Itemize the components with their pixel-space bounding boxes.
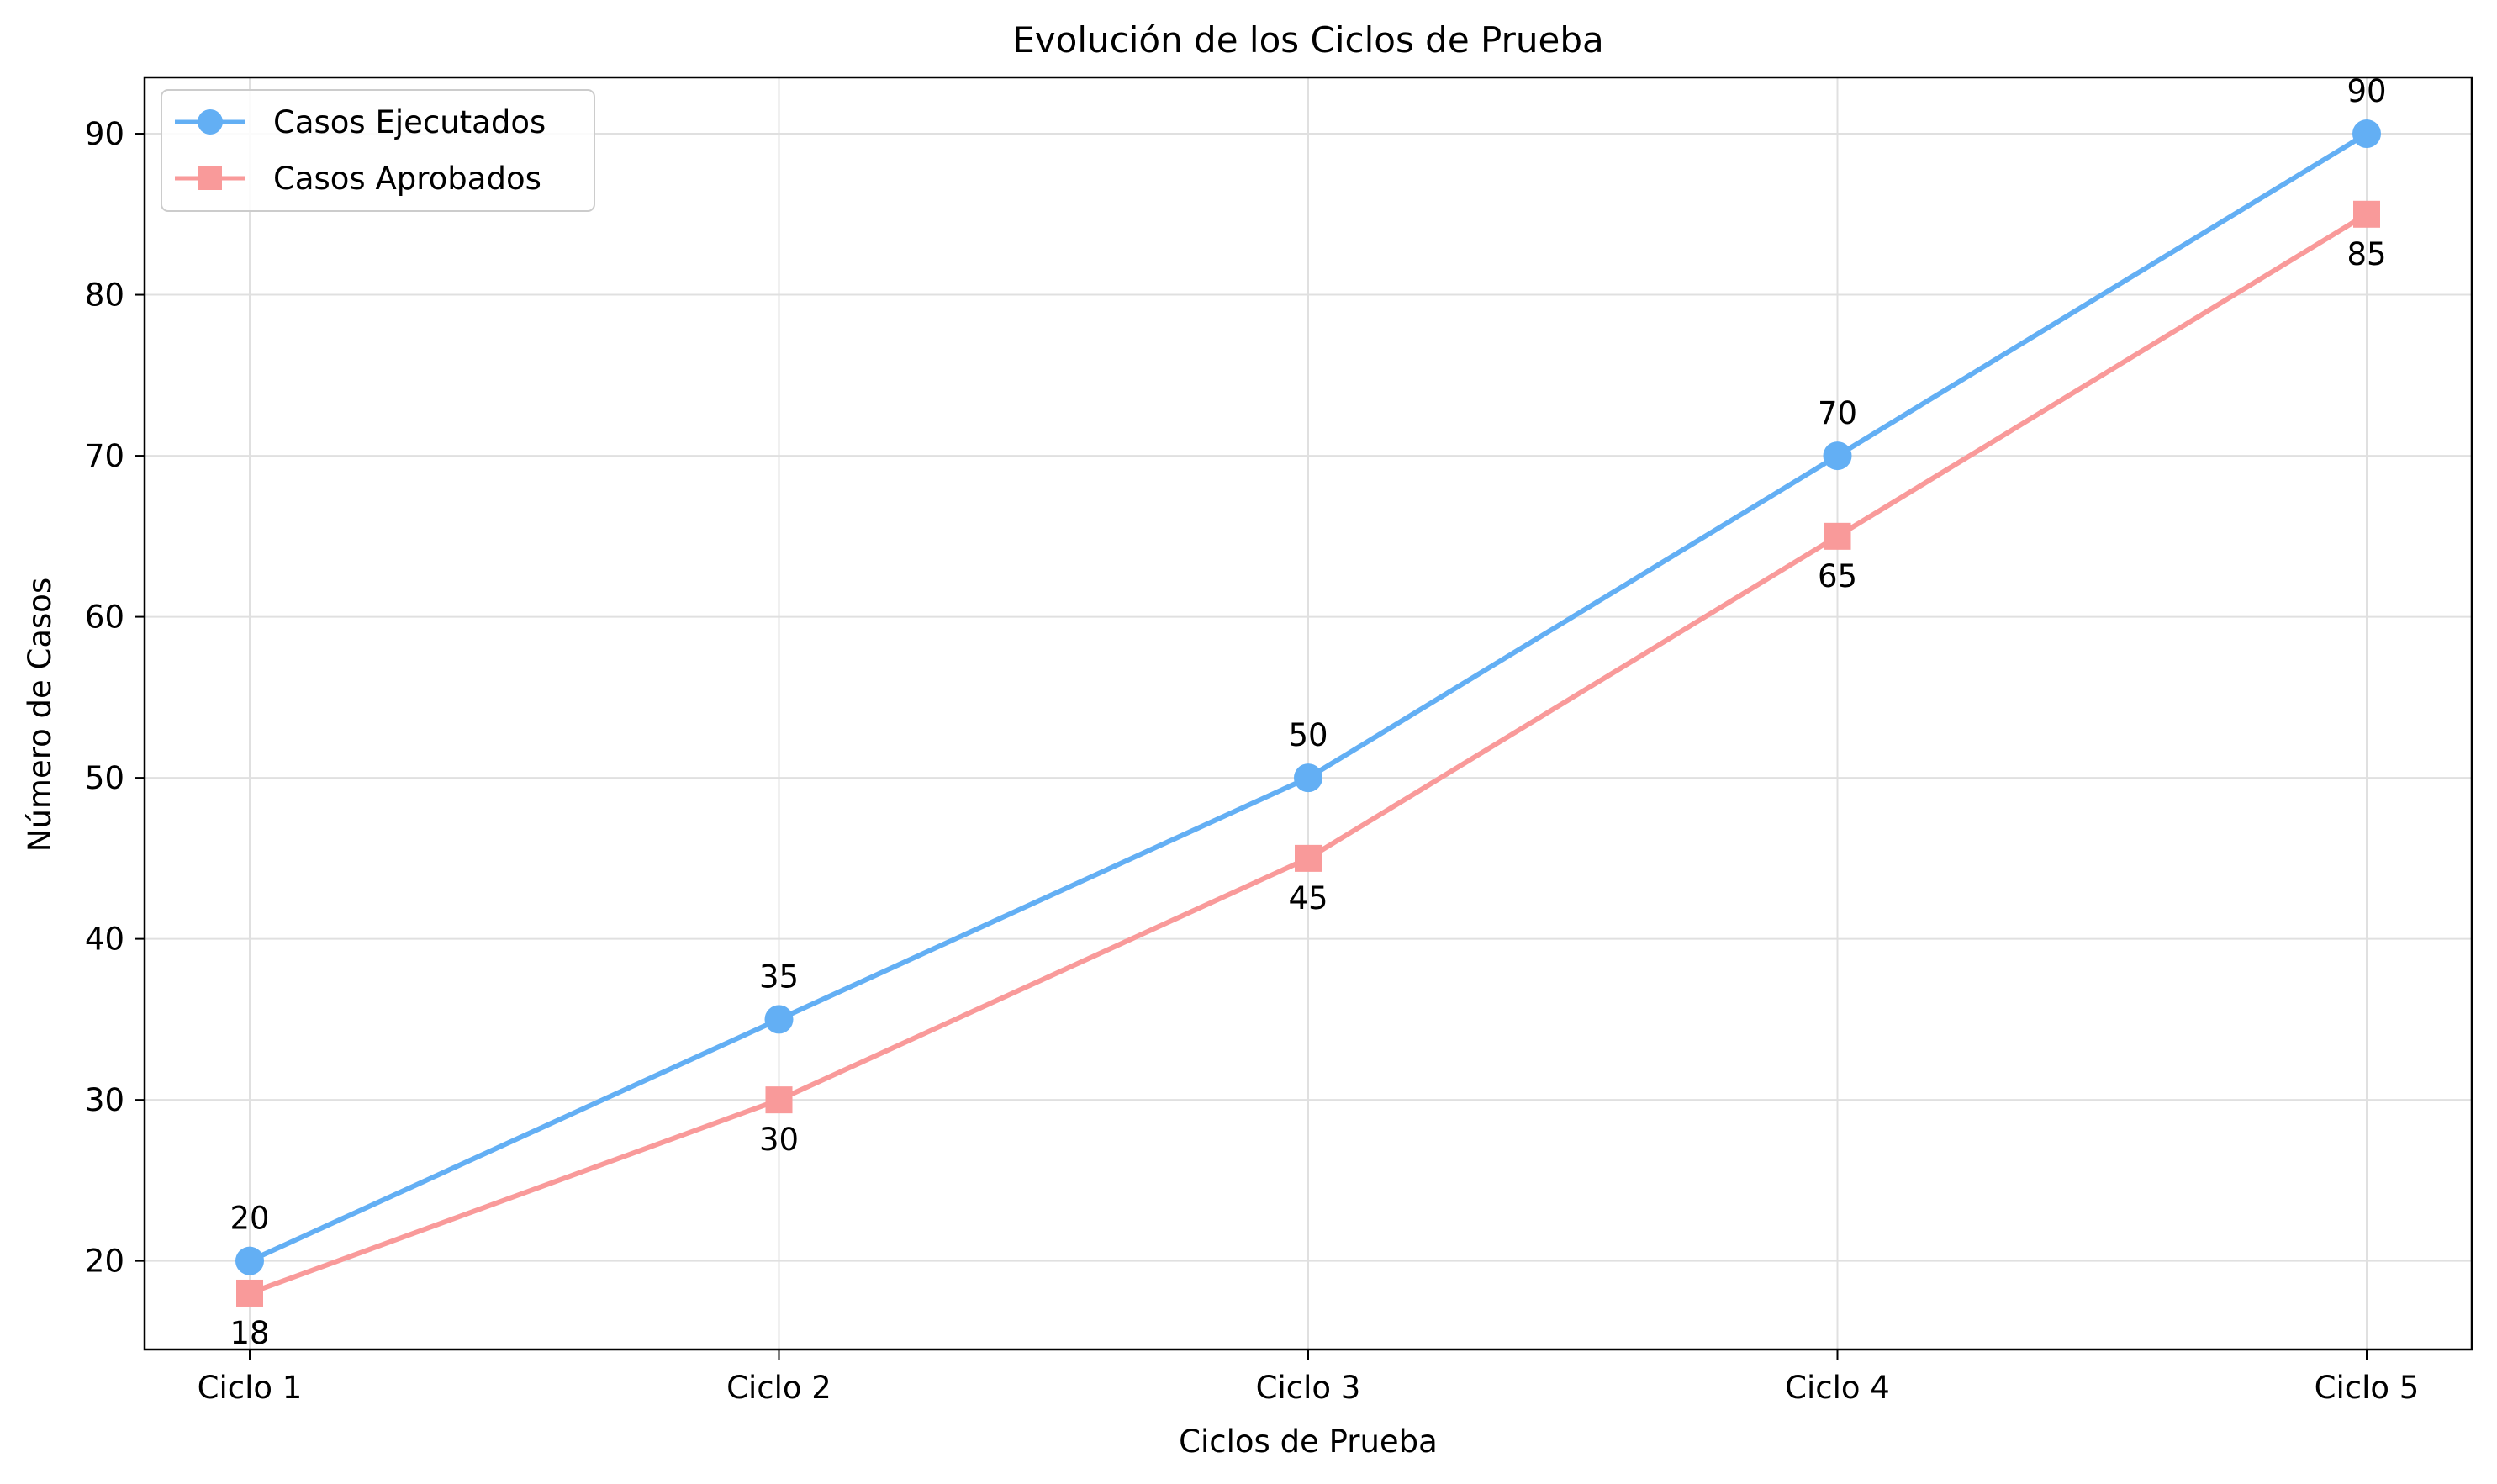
chart-title: Evolución de los Ciclos de Prueba xyxy=(1012,19,1604,61)
data-label: 65 xyxy=(1818,558,1857,594)
y-tick-label: 70 xyxy=(85,438,124,474)
legend-label-casos-aprobados: Casos Aprobados xyxy=(273,161,541,197)
legend-marker-square xyxy=(198,166,222,190)
axes: Ciclo 1 Ciclo 2 Ciclo 3 Ciclo 4 Ciclo 5 20 30 4… xyxy=(85,116,2419,1406)
legend-item-casos-aprobados: Casos Aprobados xyxy=(175,161,541,197)
x-tick-label: Ciclo 5 xyxy=(2315,1370,2420,1406)
data-label: 70 xyxy=(1818,395,1857,431)
data-label: 90 xyxy=(2347,73,2386,109)
y-axis-label: Número de Casos xyxy=(22,578,58,852)
legend-marker-circle xyxy=(198,109,223,135)
y-tick-label: 60 xyxy=(85,599,124,636)
grid xyxy=(145,77,2472,1349)
data-point xyxy=(235,1246,264,1275)
data-point xyxy=(236,1279,263,1307)
series-group: 20 35 50 70 90 18 30 45 65 85 xyxy=(230,73,2386,1351)
legend: Casos Ejecutados Casos Aprobados xyxy=(161,89,595,212)
data-label: 18 xyxy=(230,1315,269,1351)
data-label: 20 xyxy=(230,1201,269,1237)
legend-label-casos-ejecutados: Casos Ejecutados xyxy=(273,104,546,140)
data-point xyxy=(1824,522,1851,550)
series-casos-ejecutados: 20 35 50 70 90 xyxy=(230,73,2387,1275)
x-axis-label: Ciclos de Prueba xyxy=(1179,1423,1438,1460)
y-tick-label: 80 xyxy=(85,277,124,314)
y-tick-label: 40 xyxy=(85,922,124,958)
legend-box xyxy=(161,89,595,212)
data-point xyxy=(1294,763,1322,793)
data-point xyxy=(1295,844,1322,872)
data-label: 35 xyxy=(759,959,799,995)
data-point xyxy=(1823,441,1852,471)
x-tick-label: Ciclo 1 xyxy=(198,1370,303,1406)
y-tick-label: 20 xyxy=(85,1244,124,1280)
legend-item-casos-ejecutados: Casos Ejecutados xyxy=(175,104,546,140)
data-point xyxy=(765,1086,793,1114)
y-tick-label: 90 xyxy=(85,116,124,152)
data-label: 85 xyxy=(2347,236,2386,272)
data-label: 50 xyxy=(1288,717,1328,753)
x-tick-label: Ciclo 2 xyxy=(726,1370,831,1406)
data-point xyxy=(2352,119,2381,149)
x-tick-label: Ciclo 4 xyxy=(1785,1370,1890,1406)
data-label: 30 xyxy=(759,1122,799,1158)
y-tick-label: 30 xyxy=(85,1082,124,1118)
data-point xyxy=(764,1005,794,1034)
y-tick-label: 50 xyxy=(85,760,124,796)
series-casos-aprobados: 18 30 45 65 85 xyxy=(230,200,2387,1351)
x-tick-label: Ciclo 3 xyxy=(1256,1370,1361,1406)
data-point xyxy=(2353,200,2380,228)
data-label: 45 xyxy=(1288,880,1328,916)
